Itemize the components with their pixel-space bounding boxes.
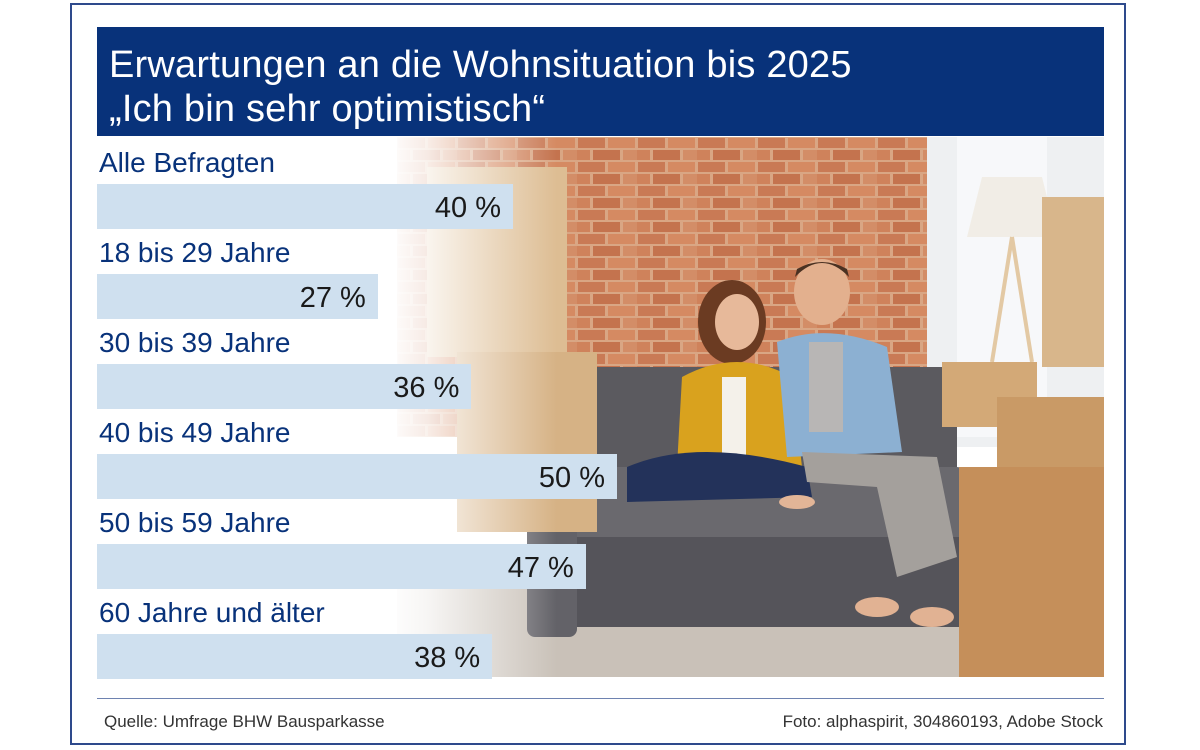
category-label: 50 bis 59 Jahre (99, 507, 291, 538)
bar (97, 274, 378, 319)
header-banner: Erwartungen an die Wohnsituation bis 202… (97, 27, 1104, 136)
data-label: 27 % (299, 282, 366, 314)
chart-title: Erwartungen an die Wohnsituation bis 202… (109, 44, 852, 86)
bar (97, 454, 617, 499)
bar (97, 634, 493, 679)
data-label: 47 % (507, 552, 574, 584)
bar (97, 184, 513, 229)
category-label: 60 Jahre und älter (99, 597, 325, 628)
category-label: Alle Befragten (99, 147, 275, 178)
data-label: 50 % (538, 462, 605, 494)
bar (97, 544, 586, 589)
footer-divider (97, 698, 1104, 699)
photo-credit: Foto: alphaspirit, 304860193, Adobe Stoc… (782, 712, 1103, 731)
category-label: 30 bis 39 Jahre (99, 327, 291, 358)
chart-subtitle: „Ich bin sehr optimistisch“ (109, 88, 546, 130)
category-label: 40 bis 49 Jahre (99, 417, 291, 448)
bar-chart: Alle Befragten 40 % 18 bis 29 Jahre 27 % 30 … (97, 137, 1104, 679)
data-label: 38 % (414, 642, 481, 674)
data-label: 36 % (393, 372, 460, 404)
category-label: 18 bis 29 Jahre (99, 237, 291, 268)
bar (97, 364, 472, 409)
source-note: Quelle: Umfrage BHW Bausparkasse (104, 712, 385, 731)
data-label: 40 % (434, 192, 501, 224)
